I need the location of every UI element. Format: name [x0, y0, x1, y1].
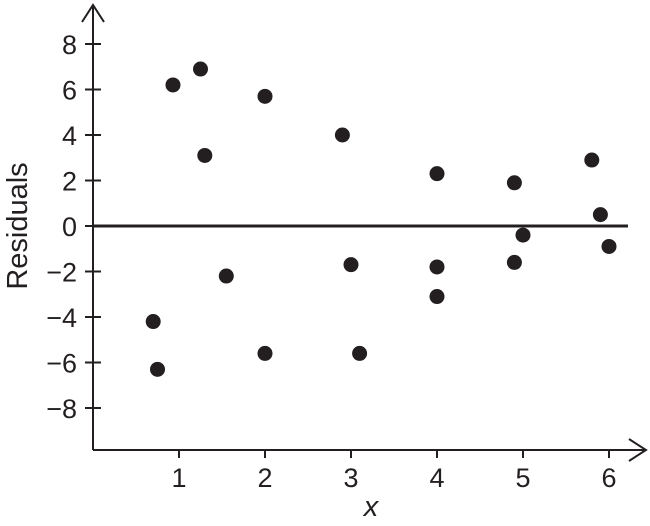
y-tick-label-8: 6: [62, 76, 77, 106]
x-tick-label-6: 6: [601, 463, 616, 493]
data-point-9: [334, 127, 350, 143]
axes: [81, 3, 648, 462]
y-axis-title: Residuals: [2, 162, 34, 289]
data-point-6: [218, 268, 234, 284]
data-point-16: [506, 254, 522, 270]
data-point-7: [257, 88, 273, 104]
x-tick-label-1: 1: [171, 463, 186, 493]
x-axis-arrowhead: [628, 438, 648, 462]
y-tick-label-9: 8: [62, 30, 77, 60]
data-point-12: [429, 166, 445, 182]
x-axis-title: x: [362, 491, 380, 523]
data-point-2: [150, 361, 165, 377]
y-tick-label-1: −8: [46, 394, 77, 424]
data-points: [145, 61, 617, 377]
y-axis-ticks: −8 −6 −4 −2 0 2 4 6 8: [46, 30, 101, 424]
data-point-8: [257, 345, 273, 361]
y-tick-label-4: −2: [46, 258, 77, 288]
y-tick-label-6: 2: [62, 167, 77, 197]
data-point-5: [197, 147, 213, 163]
y-tick-label-5: 0: [62, 212, 77, 242]
data-point-10: [343, 257, 359, 273]
data-point-14: [429, 289, 445, 305]
data-point-4: [193, 61, 208, 77]
data-point-11: [352, 345, 368, 361]
x-axis-ticks: 1 2 3 4 5 6: [171, 450, 617, 493]
data-point-18: [584, 152, 600, 168]
x-tick-label-2: 2: [257, 463, 272, 493]
data-point-20: [601, 238, 617, 254]
y-axis-arrowhead: [81, 3, 105, 23]
y-tick-label-2: −6: [46, 349, 77, 379]
y-tick-label-3: −4: [46, 303, 77, 333]
data-point-17: [515, 227, 531, 243]
x-tick-label-3: 3: [343, 463, 358, 493]
data-point-1: [145, 314, 161, 330]
data-point-13: [429, 259, 445, 275]
data-point-15: [506, 175, 522, 191]
x-tick-label-5: 5: [515, 463, 530, 493]
data-point-3: [165, 77, 181, 93]
x-tick-label-4: 4: [429, 463, 444, 493]
y-tick-label-7: 4: [62, 121, 77, 151]
data-point-19: [592, 207, 608, 223]
